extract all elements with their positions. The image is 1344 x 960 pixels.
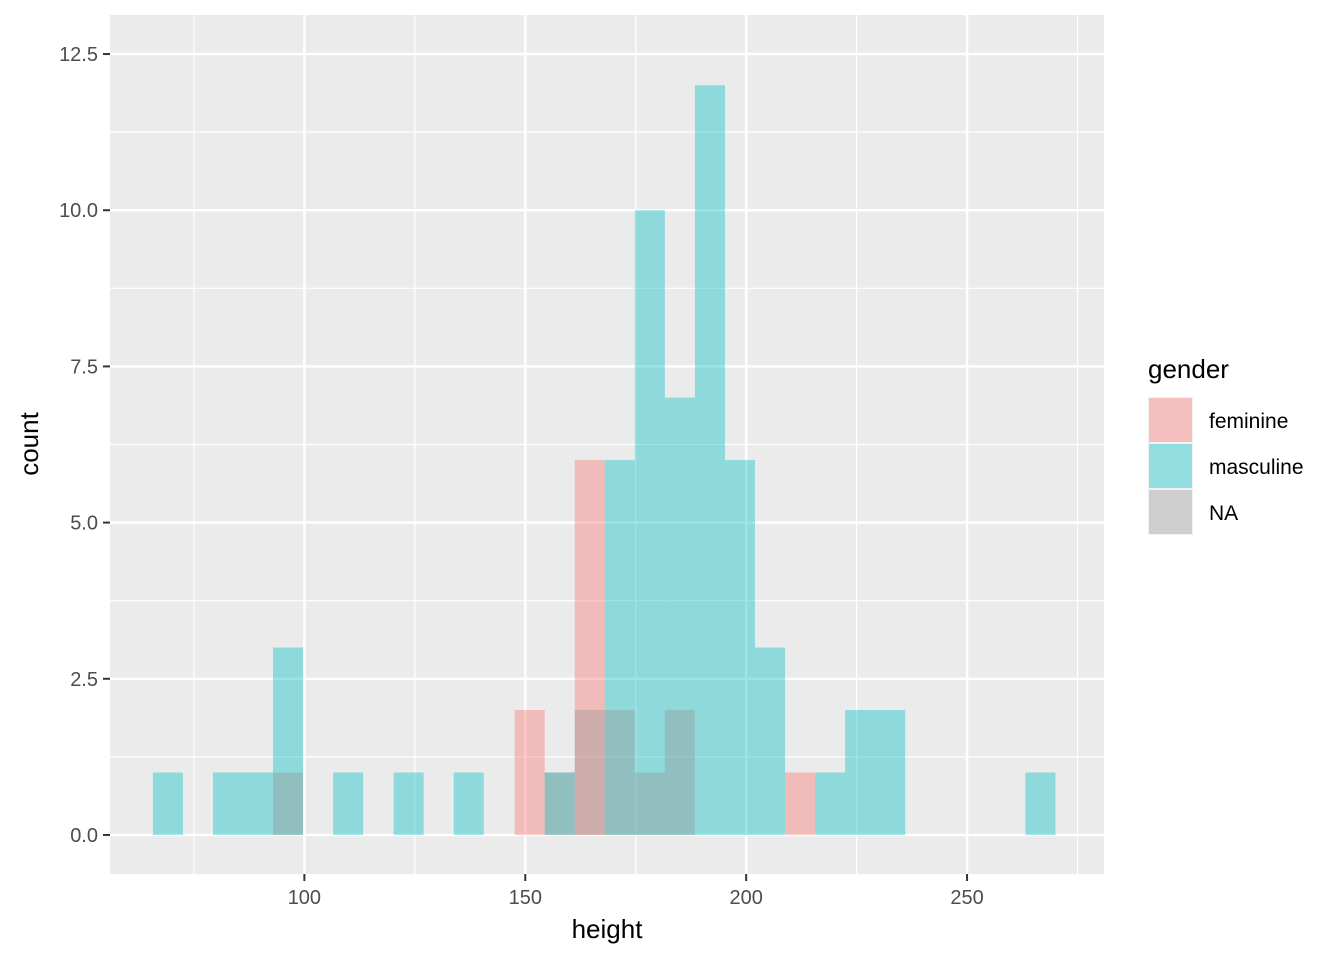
y-tick-labels: 0.0 2.5 5.0 7.5 10.0 12.5	[59, 44, 98, 847]
bar-masculine	[393, 772, 424, 835]
legend-key-bg	[1148, 489, 1193, 535]
bar-masculine	[815, 772, 846, 835]
bar-masculine	[242, 772, 274, 835]
bar-feminine	[514, 710, 545, 835]
legend-key-bg	[1148, 443, 1193, 489]
x-tick-labels: 100 150 200 250	[288, 887, 984, 909]
histogram-bars	[152, 85, 1056, 835]
bar-masculine	[453, 772, 484, 835]
bar-masculine	[634, 210, 665, 835]
legend: feminine masculine NA	[1148, 397, 1304, 535]
major-gridlines	[110, 15, 1104, 874]
bar-masculine	[1025, 772, 1056, 835]
bar-masculine	[724, 460, 755, 835]
y-tick-label: 2.5	[70, 669, 98, 691]
y-tick-label: 7.5	[70, 356, 98, 378]
bar-feminine	[785, 772, 816, 835]
bar-na	[574, 710, 605, 835]
axis-ticks	[103, 53, 969, 881]
bar-masculine	[754, 647, 786, 835]
bar-masculine	[212, 772, 243, 835]
bar-masculine	[694, 85, 725, 835]
bar-na	[273, 772, 304, 835]
y-tick-label: 10.0	[59, 200, 98, 222]
legend-key-bg	[1148, 397, 1193, 443]
bar-na	[664, 710, 695, 835]
y-tick-label: 12.5	[59, 44, 98, 66]
bar-na	[604, 710, 635, 835]
y-axis-title: count	[14, 411, 44, 475]
bar-na	[544, 772, 575, 835]
x-axis-title: height	[572, 914, 644, 944]
legend-swatch-masculine	[1149, 444, 1192, 488]
bar-masculine	[604, 460, 635, 835]
bar-masculine	[152, 772, 183, 835]
bar-masculine	[333, 772, 364, 835]
bar-na	[634, 772, 665, 835]
x-tick-label: 250	[950, 887, 983, 909]
legend-title: gender	[1148, 354, 1229, 384]
x-tick-label: 200	[729, 887, 762, 909]
y-tick-label: 0.0	[70, 825, 98, 847]
y-tick-label: 5.0	[70, 513, 98, 535]
bar-masculine	[845, 710, 876, 835]
legend-swatch-feminine	[1149, 398, 1192, 442]
legend-label-feminine: feminine	[1209, 410, 1288, 433]
legend-swatch-na	[1149, 490, 1192, 534]
bar-feminine	[574, 460, 605, 835]
bar-masculine	[544, 772, 575, 835]
x-tick-label: 150	[509, 887, 542, 909]
minor-gridlines	[110, 15, 1104, 874]
x-tick-label: 100	[288, 887, 321, 909]
legend-label-masculine: masculine	[1209, 456, 1304, 479]
bar-masculine	[273, 647, 304, 835]
bar-masculine	[875, 710, 906, 835]
bar-masculine	[664, 397, 695, 835]
legend-label-na: NA	[1209, 502, 1238, 525]
